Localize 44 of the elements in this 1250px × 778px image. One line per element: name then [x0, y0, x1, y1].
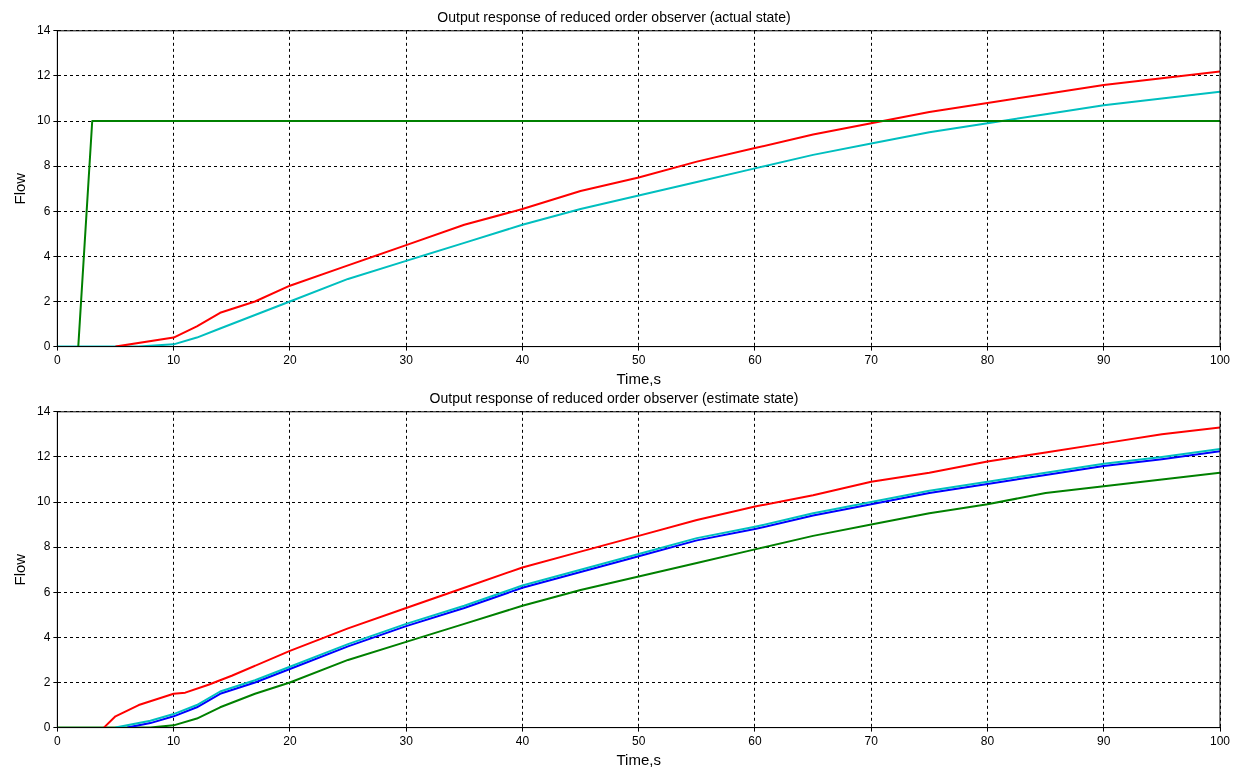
x-tick-label: 50 — [631, 734, 646, 749]
x-tick-label: 90 — [1097, 353, 1111, 368]
y-tick-label: 6 — [43, 584, 51, 599]
x-tick-label: 0 — [54, 734, 61, 749]
x-tick-label: 50 — [631, 353, 646, 368]
y-axis-title: Flow — [11, 553, 29, 586]
x-tick-label: 40 — [515, 734, 530, 749]
x-tick-label: 10 — [166, 734, 181, 749]
x-tick-label: 70 — [864, 353, 879, 368]
x-tick-label: 80 — [980, 734, 995, 749]
y-tick-label: 2 — [43, 674, 51, 689]
y-tick-label: 6 — [43, 203, 51, 218]
x-tick-label: 100 — [1209, 353, 1231, 368]
y-tick-label: 14 — [36, 23, 51, 38]
y-axis-title: Flow — [11, 172, 29, 205]
y-tick-label: 2 — [43, 293, 51, 308]
y-tick-label: 8 — [43, 539, 51, 554]
x-tick-label: 0 — [54, 353, 61, 368]
y-tick-label: 14 — [36, 404, 51, 419]
x-tick-label: 10 — [166, 353, 181, 368]
x-tick-label: 90 — [1097, 734, 1111, 749]
x-tick-label: 60 — [748, 734, 762, 749]
y-tick-label: 4 — [43, 629, 51, 644]
x-tick-label: 30 — [399, 734, 414, 749]
x-tick-label: 30 — [399, 353, 414, 368]
x-tick-label: 20 — [283, 353, 297, 368]
x-axis-title: Time,s — [616, 370, 661, 388]
y-tick-label: 10 — [36, 494, 51, 509]
x-axis-title: Time,s — [616, 751, 661, 769]
x-tick-label: 20 — [283, 734, 297, 749]
x-tick-label: 70 — [864, 734, 879, 749]
y-tick-label: 12 — [36, 68, 51, 83]
x-tick-label: 60 — [748, 353, 762, 368]
chart-title: Output response of reduced order observer (estimate state) — [429, 390, 799, 407]
x-tick-label: 40 — [515, 353, 530, 368]
y-tick-label: 0 — [43, 719, 51, 734]
y-tick-label: 10 — [36, 113, 51, 128]
x-tick-label: 80 — [980, 353, 995, 368]
y-tick-label: 0 — [43, 338, 51, 353]
chart-title: Output response of reduced order observer (actual state) — [437, 9, 791, 26]
y-tick-label: 4 — [43, 248, 51, 263]
y-tick-label: 12 — [36, 449, 51, 464]
x-tick-label: 100 — [1209, 734, 1231, 749]
y-tick-label: 8 — [43, 158, 51, 173]
